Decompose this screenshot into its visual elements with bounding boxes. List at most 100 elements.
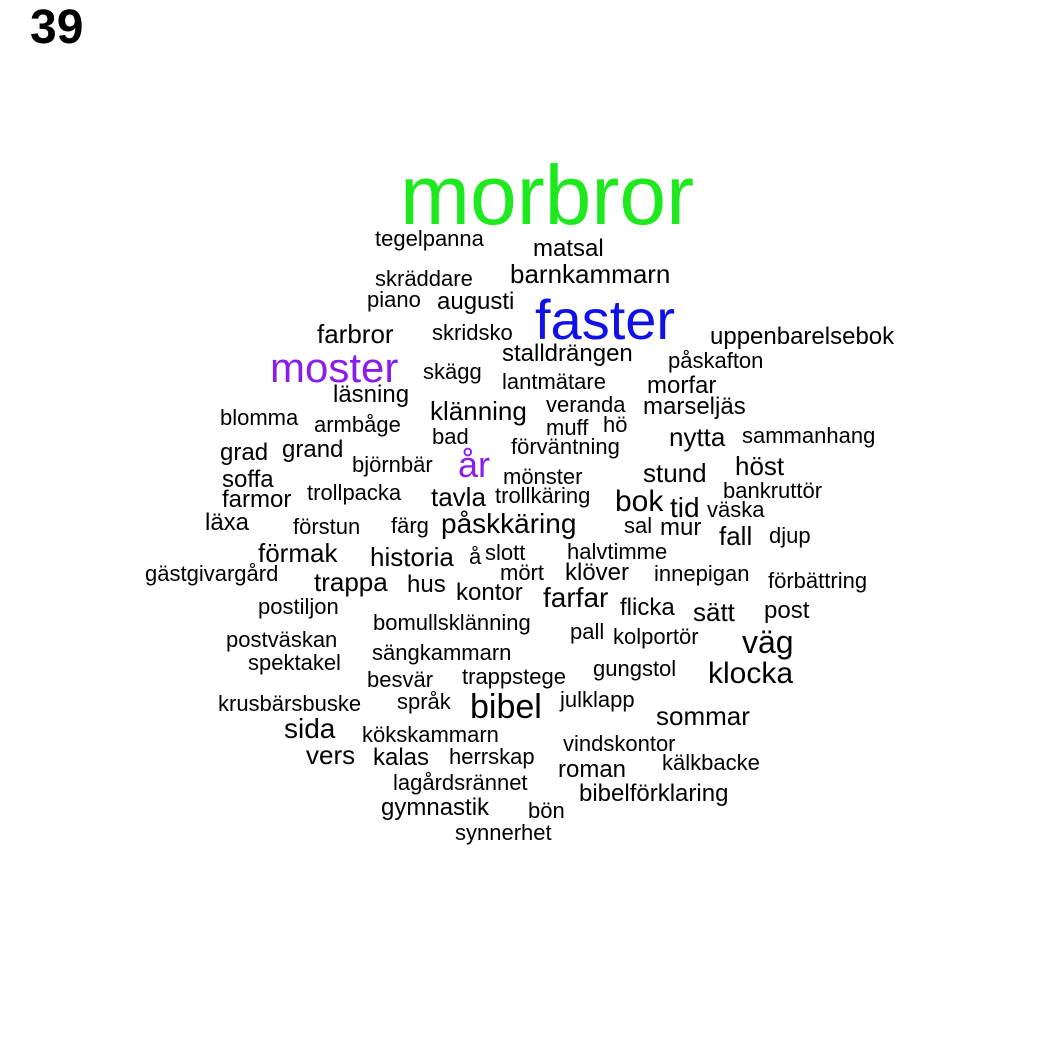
page-number: 39 bbox=[30, 1, 84, 54]
cloud-word: förmak bbox=[258, 538, 338, 568]
cloud-word: piano bbox=[367, 287, 421, 312]
cloud-word: kälkbacke bbox=[662, 750, 760, 775]
cloud-word: bad bbox=[432, 424, 469, 449]
cloud-word: skridsko bbox=[432, 320, 513, 345]
cloud-word: kalas bbox=[373, 744, 430, 771]
cloud-word: armbåge bbox=[314, 412, 401, 437]
cloud-word: bibelförklaring bbox=[579, 780, 729, 807]
cloud-word: mönster bbox=[503, 464, 583, 489]
cloud-word: sätt bbox=[693, 597, 735, 627]
cloud-word: post bbox=[764, 597, 810, 624]
cloud-word: kolportör bbox=[613, 624, 699, 649]
cloud-word: grand bbox=[282, 436, 344, 463]
cloud-word: gymnastik bbox=[381, 794, 490, 821]
cloud-word: klänning bbox=[430, 396, 527, 426]
cloud-word: tavla bbox=[431, 482, 486, 512]
cloud-word: hus bbox=[407, 571, 446, 598]
cloud-word: bomullsklänning bbox=[373, 610, 531, 635]
cloud-word: uppenbarelsebok bbox=[710, 323, 895, 350]
cloud-word: sammanhang bbox=[742, 423, 876, 448]
cloud-word: blomma bbox=[220, 405, 299, 430]
cloud-word: farbror bbox=[317, 319, 394, 349]
cloud-word: påskafton bbox=[668, 348, 764, 373]
cloud-word: julklapp bbox=[560, 687, 635, 712]
cloud-word: sommar bbox=[656, 701, 750, 731]
cloud-word: trollkäring bbox=[495, 483, 591, 508]
cloud-word: slott bbox=[485, 540, 526, 565]
cloud-word: hö bbox=[603, 412, 628, 437]
cloud-word: soffa bbox=[222, 466, 274, 493]
cloud-word: klöver bbox=[565, 559, 630, 586]
cloud-word: barnkammarn bbox=[510, 259, 671, 289]
cloud-word: bankruttör bbox=[723, 478, 823, 503]
cloud-word: gästgivargård bbox=[145, 561, 279, 586]
cloud-word: mört bbox=[500, 560, 544, 585]
cloud-word: innepigan bbox=[654, 561, 750, 586]
cloud-word: nytta bbox=[669, 422, 726, 452]
cloud-word: trappstege bbox=[462, 664, 566, 689]
cloud-word: postiljon bbox=[258, 594, 339, 619]
cloud-word: gungstol bbox=[593, 656, 677, 681]
cloud-word: mur bbox=[660, 514, 702, 541]
cloud-word: vers bbox=[306, 740, 356, 770]
cloud-word: sida bbox=[284, 713, 336, 744]
cloud-word: vindskontor bbox=[563, 731, 676, 756]
cloud-word: stund bbox=[643, 458, 707, 488]
cloud-word: kontor bbox=[456, 579, 523, 606]
cloud-word: halvtimme bbox=[567, 539, 668, 564]
cloud-word: förstun bbox=[293, 514, 361, 539]
cloud-word: skräddare bbox=[375, 266, 473, 291]
cloud-word: flicka bbox=[620, 594, 675, 621]
cloud-word: matsal bbox=[533, 235, 604, 262]
cloud-word: grad bbox=[220, 439, 269, 466]
cloud-word: farfar bbox=[543, 582, 609, 613]
cloud-word: läsning bbox=[333, 381, 410, 408]
cloud-word: björnbär bbox=[352, 452, 433, 477]
cloud-word: bön bbox=[528, 798, 565, 823]
cloud-word: påskkäring bbox=[441, 508, 577, 539]
cloud-word: roman bbox=[558, 756, 627, 783]
cloud-word: farmor bbox=[222, 486, 292, 513]
cloud-word: besvär bbox=[367, 667, 434, 692]
cloud-word: djup bbox=[769, 523, 811, 548]
cloud-word: färg bbox=[391, 513, 429, 538]
cloud-word: kökskammarn bbox=[362, 722, 499, 747]
cloud-word: bok bbox=[615, 485, 664, 518]
cloud-word: skägg bbox=[423, 359, 482, 384]
cloud-word: sängkammarn bbox=[372, 640, 512, 665]
cloud-word: historia bbox=[370, 542, 454, 572]
cloud-word: krusbärsbuske bbox=[218, 691, 362, 716]
cloud-word: förbättring bbox=[768, 568, 868, 593]
cloud-word: lantmätare bbox=[502, 369, 606, 394]
cloud-word: pall bbox=[570, 619, 605, 644]
cloud-word: förväntning bbox=[511, 434, 620, 459]
cloud-word: språk bbox=[397, 689, 451, 714]
cloud-word: muff bbox=[546, 415, 589, 440]
cloud-word: sal bbox=[624, 513, 653, 538]
cloud-word: faster bbox=[535, 288, 676, 351]
cloud-word: tid bbox=[670, 492, 700, 523]
cloud-word: marseljäs bbox=[643, 393, 746, 420]
cloud-word: moster bbox=[270, 344, 399, 391]
cloud-word: läxa bbox=[205, 509, 250, 536]
cloud-word: klocka bbox=[708, 657, 794, 690]
cloud-word: fall bbox=[719, 521, 753, 551]
cloud-word: väska bbox=[707, 497, 765, 522]
cloud-word: bibel bbox=[470, 688, 542, 726]
cloud-word: veranda bbox=[546, 392, 626, 417]
cloud-word: morbror bbox=[400, 148, 695, 242]
cloud-word: stalldrängen bbox=[502, 340, 633, 367]
cloud-word: å bbox=[469, 544, 482, 569]
cloud-word: lagårdsrännet bbox=[393, 770, 528, 795]
cloud-word: tegelpanna bbox=[375, 226, 484, 251]
cloud-word: år bbox=[458, 444, 491, 485]
cloud-word: trollpacka bbox=[307, 480, 402, 505]
cloud-word: morfar bbox=[647, 372, 717, 399]
cloud-word: trappa bbox=[314, 567, 388, 597]
cloud-word: augusti bbox=[437, 288, 515, 315]
cloud-word: spektakel bbox=[248, 650, 341, 675]
cloud-word: höst bbox=[735, 451, 785, 481]
cloud-word: väg bbox=[742, 624, 794, 660]
